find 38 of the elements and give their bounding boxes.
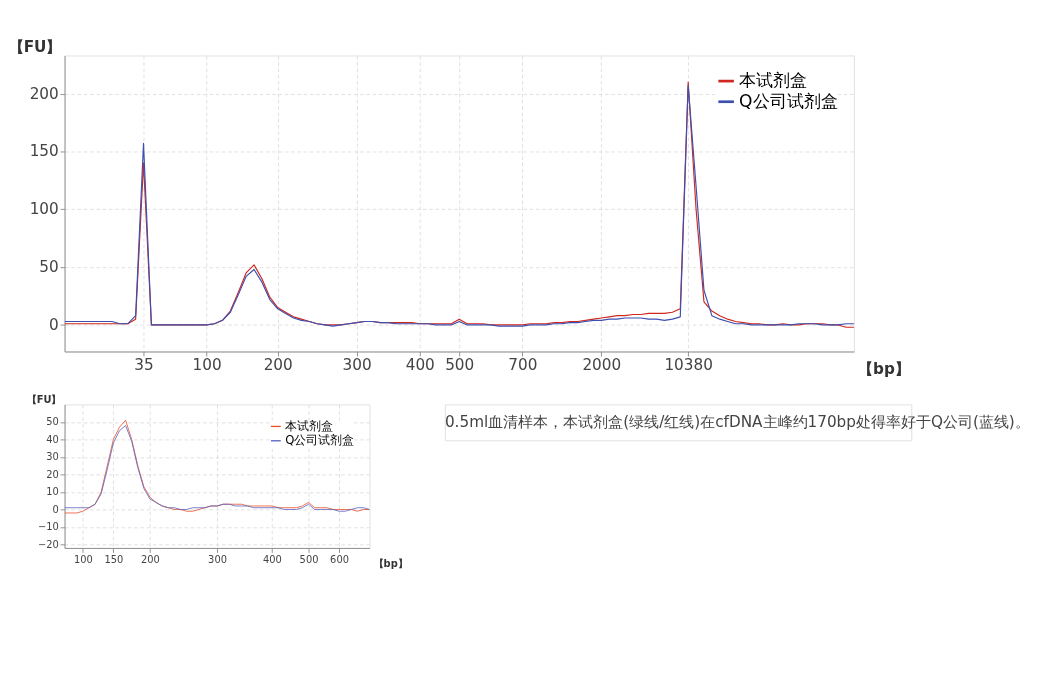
y-tick-label: −10 [37, 521, 59, 533]
x-tick-label: 500 [445, 355, 475, 374]
x-tick-label: 700 [508, 355, 538, 374]
x-tick-label: 500 [299, 553, 319, 565]
x-axis-title: 【bp】 [857, 360, 910, 379]
x-axis-title: 【bp】 [373, 558, 408, 570]
x-tick-label: 100 [73, 553, 93, 565]
x-tick-label: 200 [263, 355, 293, 374]
legend-label: Q公司试剂盒 [739, 91, 838, 112]
x-tick-label: 100 [192, 355, 222, 374]
y-tick-label: 40 [46, 433, 59, 445]
y-axis-title: 【FU】 [8, 38, 62, 57]
x-tick-label: 300 [342, 355, 372, 374]
y-tick-label: 30 [46, 451, 59, 463]
y-tick-label: 20 [46, 468, 59, 480]
x-tick-label: 300 [208, 553, 227, 565]
y-axis-title: 【FU】 [26, 394, 62, 406]
y-tick-label: 150 [29, 142, 59, 161]
x-tick-label: 200 [141, 553, 160, 565]
y-tick-label: 100 [29, 200, 59, 219]
y-tick-label: 200 [29, 84, 59, 103]
x-tick-label: 400 [405, 355, 435, 374]
y-tick-label: 50 [39, 258, 59, 277]
legend-label: 本试剂盒 [739, 70, 808, 91]
y-tick-label: 50 [46, 416, 59, 428]
legend-label: 本试剂盒 [285, 419, 334, 434]
legend-label: Q公司试剂盒 [285, 433, 355, 448]
x-tick-label: 400 [263, 553, 282, 565]
x-tick-label: 2000 [582, 355, 622, 374]
y-tick-label: 10 [46, 486, 59, 498]
y-tick-label: −20 [37, 538, 59, 550]
x-tick-label: 600 [330, 553, 349, 565]
x-tick-label: 10380 [664, 355, 713, 374]
y-tick-label: 0 [52, 503, 59, 515]
x-tick-label: 35 [134, 355, 154, 374]
y-tick-label: 0 [49, 315, 59, 334]
x-tick-label: 150 [104, 553, 124, 565]
text: 0.5ml血清样本，本试剂盒(绿线/红线)在cfDNA主峰约170bp处得率好于Q公司(蓝线)。 [444, 412, 1030, 431]
